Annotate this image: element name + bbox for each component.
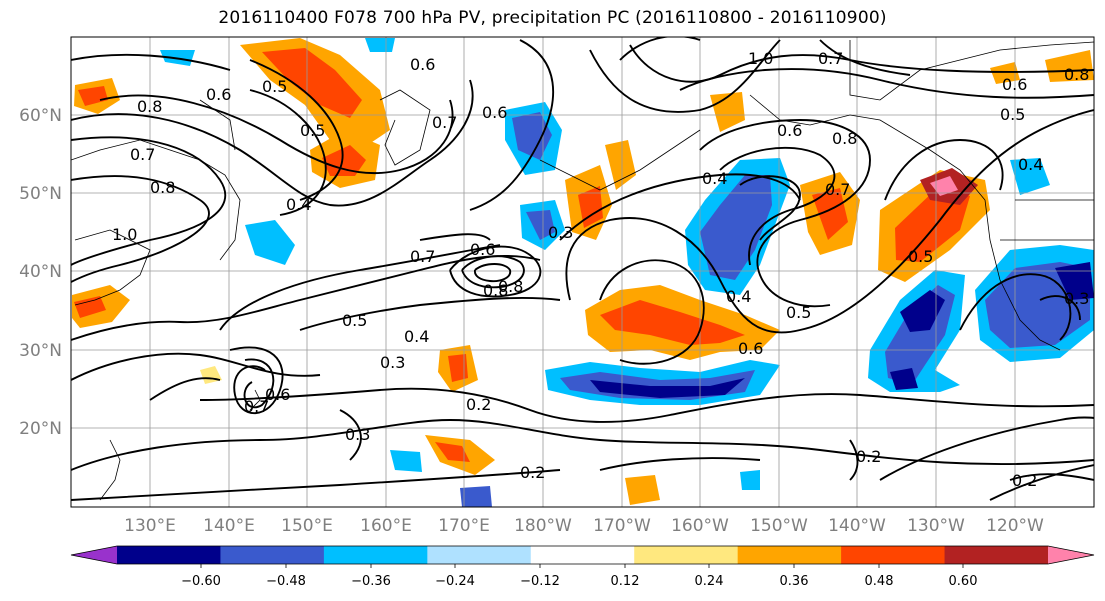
lon-label: 130°E bbox=[124, 516, 176, 536]
lat-label: 30°N bbox=[19, 341, 62, 361]
colorbar-segment bbox=[530, 546, 635, 564]
pv-contours bbox=[71, 37, 1094, 501]
contour-label: 0.2 bbox=[520, 463, 545, 482]
contour-label: 0.7 bbox=[432, 113, 457, 132]
colorbar-extend-high bbox=[1048, 546, 1094, 564]
contour-label: 0.5 bbox=[908, 247, 933, 266]
contour-label: 0.7 bbox=[825, 180, 850, 199]
contour-label: 0.6 bbox=[738, 339, 763, 358]
colorbar-segments bbox=[71, 546, 1094, 564]
lon-label: 160°W bbox=[671, 516, 729, 536]
colorbar-tick-label: 0.36 bbox=[780, 574, 809, 589]
lon-label: 180°W bbox=[514, 516, 572, 536]
coastlines bbox=[71, 40, 1094, 501]
contour-label: 0.7 bbox=[130, 145, 155, 164]
colorbar-tick-labels: −0.60 −0.48 −0.36 −0.24 −0.12 0.12 0.24 … bbox=[181, 574, 977, 589]
lon-label: 150°E bbox=[281, 516, 333, 536]
contour-label: 0.4 bbox=[404, 327, 429, 346]
lat-label: 40°N bbox=[19, 262, 62, 282]
contour-label: 0.6 bbox=[265, 385, 290, 404]
lon-label: 130°W bbox=[907, 516, 965, 536]
colorbar-tick-label: 0.24 bbox=[695, 574, 724, 589]
colorbar-tick-label: −0.60 bbox=[181, 574, 221, 589]
contour-label: 0.6 bbox=[410, 55, 435, 74]
lat-label: 50°N bbox=[19, 184, 62, 204]
colorbar-tick-label: −0.24 bbox=[435, 574, 475, 589]
contour-label: 0.7 bbox=[244, 397, 269, 416]
contour-label: 0.7 bbox=[410, 247, 435, 266]
colorbar-extend-low bbox=[71, 546, 117, 564]
lon-label: 150°W bbox=[750, 516, 808, 536]
contour-label: 0.8 bbox=[150, 178, 175, 197]
colorbar-tick-label: 0.48 bbox=[865, 574, 894, 589]
colorbar-segment bbox=[841, 546, 946, 564]
colorbar-tick-label: 0.12 bbox=[611, 574, 640, 589]
colorbar-segment bbox=[427, 546, 532, 564]
colorbar-ticks bbox=[200, 564, 964, 568]
contour-label: 0.8 bbox=[832, 129, 857, 148]
lon-label: 170°E bbox=[438, 516, 490, 536]
contour-label: 0.8 bbox=[483, 281, 508, 300]
contour-label: 1.0 bbox=[748, 49, 773, 68]
graticule bbox=[71, 37, 1094, 507]
colorbar-tick-label: −0.12 bbox=[520, 574, 560, 589]
map-title: 2016110400 F078 700 hPa PV, precipitatio… bbox=[218, 8, 887, 28]
colorbar-segment bbox=[117, 546, 221, 564]
contour-label: 0.5 bbox=[262, 77, 287, 96]
colorbar-tick-label: 0.60 bbox=[949, 574, 978, 589]
contour-label: 0.3 bbox=[345, 425, 370, 444]
contour-label: 0.6 bbox=[482, 103, 507, 122]
colorbar-tick-label: −0.48 bbox=[266, 574, 306, 589]
contour-label: 0.8 bbox=[498, 277, 523, 296]
contour-label: 0.4 bbox=[726, 287, 751, 306]
colorbar-segment bbox=[737, 546, 842, 564]
contour-label: 0.3 bbox=[380, 353, 405, 372]
precip-positive-shading bbox=[72, 38, 1094, 505]
colorbar-outline bbox=[70, 545, 1095, 565]
colorbar-segment bbox=[634, 546, 739, 564]
contour-label: 0.4 bbox=[286, 195, 311, 214]
contour-label: 0.6 bbox=[1002, 75, 1027, 94]
contour-label: 0.5 bbox=[1000, 105, 1025, 124]
colorbar-tick-label: −0.36 bbox=[351, 574, 391, 589]
contour-label: 0.8 bbox=[137, 97, 162, 116]
contour-label: 0.4 bbox=[1018, 155, 1043, 174]
colorbar-segment bbox=[944, 546, 1049, 564]
lat-label: 60°N bbox=[19, 106, 62, 126]
lon-label: 140°E bbox=[203, 516, 255, 536]
lon-label: 140°W bbox=[828, 516, 886, 536]
contour-label: 0.7 bbox=[818, 49, 843, 68]
contour-label: 0.6 bbox=[206, 85, 231, 104]
colorbar: −0.60 −0.48 −0.36 −0.24 −0.12 0.12 0.24 … bbox=[70, 545, 1095, 589]
contour-label: 0.6 bbox=[777, 121, 802, 140]
lon-label: 160°E bbox=[360, 516, 412, 536]
contour-label: 0.3 bbox=[548, 223, 573, 242]
colorbar-segment bbox=[220, 546, 325, 564]
contour-label: 1.0 bbox=[112, 225, 137, 244]
contour-label: 0.5 bbox=[342, 311, 367, 330]
contour-label: 0.8 bbox=[1064, 65, 1089, 84]
precip-negative-shading bbox=[160, 38, 1094, 507]
contour-label: 0.6 bbox=[470, 240, 495, 259]
contour-label: 0.5 bbox=[300, 121, 325, 140]
latitude-labels: 60°N 50°N 40°N 30°N 20°N bbox=[19, 106, 62, 439]
contour-label: 0.3 bbox=[1064, 289, 1089, 308]
lon-label: 170°W bbox=[593, 516, 651, 536]
colorbar-segment bbox=[323, 546, 428, 564]
contour-label: 0.5 bbox=[786, 303, 811, 322]
contour-label: 0.4 bbox=[702, 169, 727, 188]
map-frame bbox=[70, 36, 1095, 508]
contour-label: 0.2 bbox=[856, 447, 881, 466]
longitude-labels: 130°E 140°E 150°E 160°E 170°E 180°W 170°… bbox=[124, 516, 1044, 536]
lon-label: 120°W bbox=[986, 516, 1044, 536]
contour-labels: 0.8 0.5 0.5 0.6 0.7 0.6 1.0 0.7 0.6 0.8 … bbox=[112, 49, 1089, 490]
contour-label: 0.2 bbox=[466, 395, 491, 414]
lat-label: 20°N bbox=[19, 419, 62, 439]
contour-label: 0.2 bbox=[1012, 471, 1037, 490]
